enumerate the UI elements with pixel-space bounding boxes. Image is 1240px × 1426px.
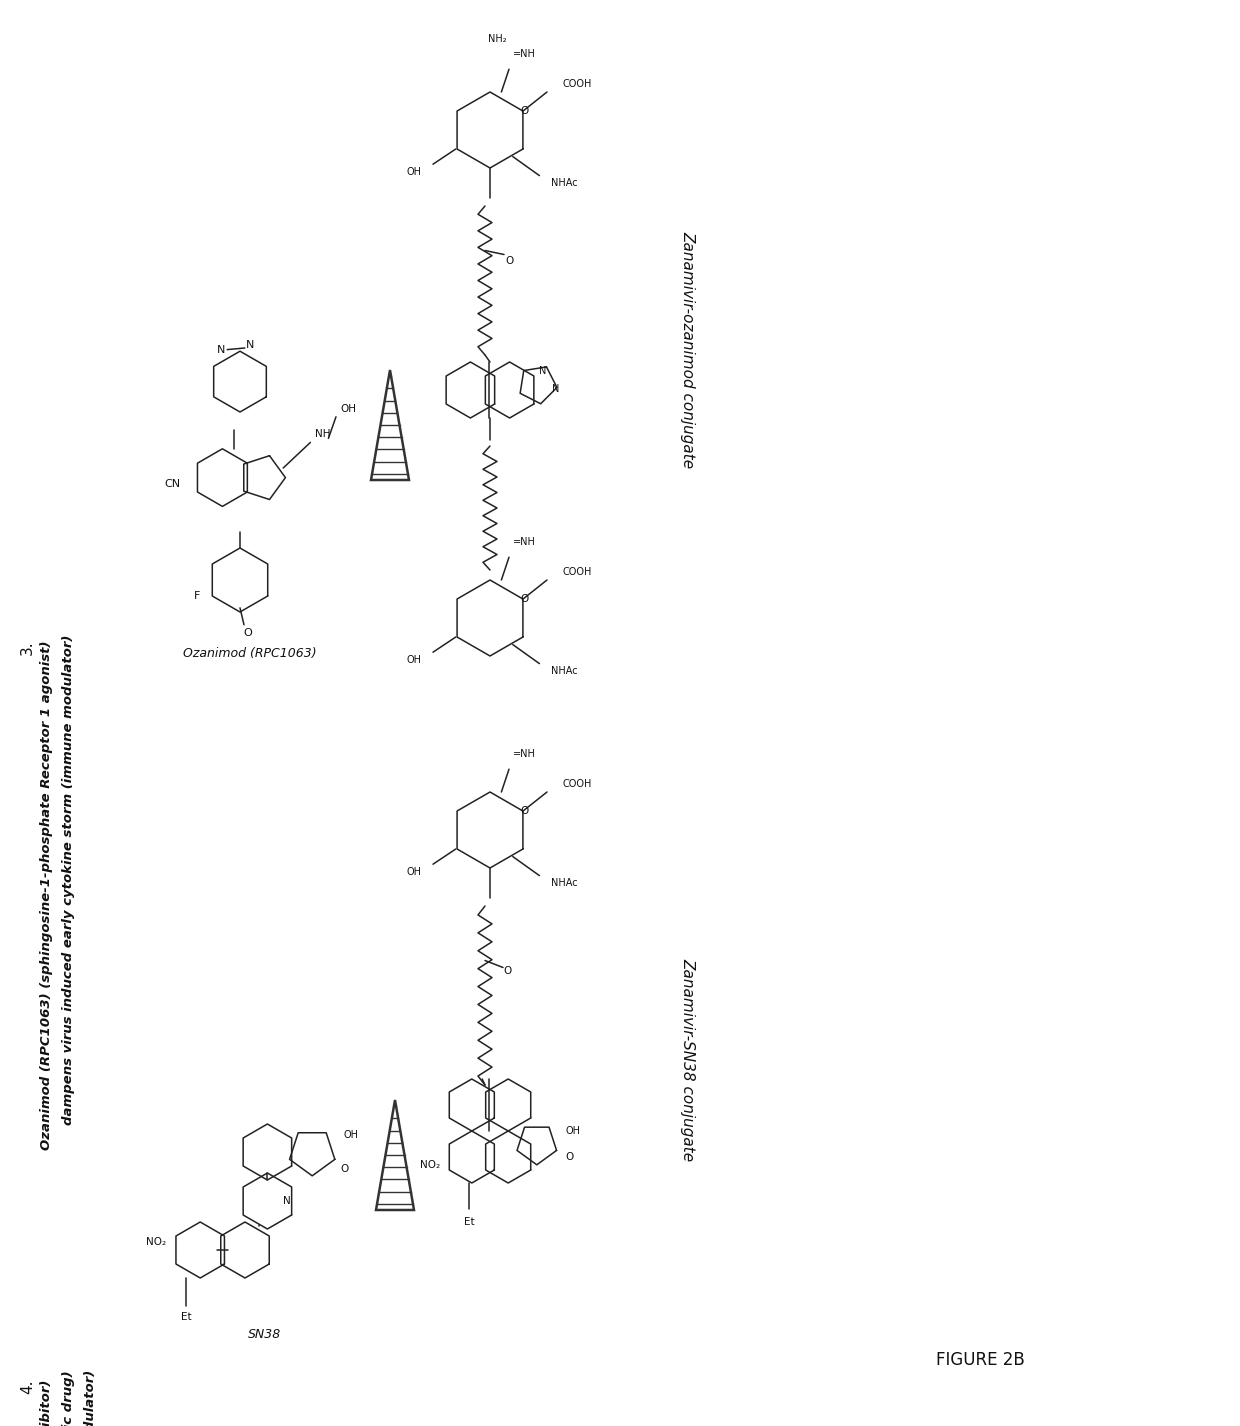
Text: NO₂: NO₂ xyxy=(420,1159,440,1169)
Text: N: N xyxy=(552,385,559,395)
Text: O: O xyxy=(520,595,528,605)
Text: Ozanimod (RPC1063): Ozanimod (RPC1063) xyxy=(184,647,316,660)
Text: 3.: 3. xyxy=(20,640,35,655)
Text: O: O xyxy=(503,965,512,975)
Text: Zanamivir-ozanimod conjugate: Zanamivir-ozanimod conjugate xyxy=(680,231,694,469)
Text: NH₂: NH₂ xyxy=(489,34,507,44)
Text: 2. dampens virus induced early cytokine storm (immune modulator): 2. dampens virus induced early cytokine … xyxy=(84,1370,97,1426)
Text: O: O xyxy=(340,1164,348,1174)
Text: 1. kills virus infected cell (cytotoxic drug): 1. kills virus infected cell (cytotoxic … xyxy=(62,1370,74,1426)
Text: OH: OH xyxy=(340,404,356,414)
Text: N: N xyxy=(217,345,224,355)
Text: SN38 (topoisomerase I inhibitor): SN38 (topoisomerase I inhibitor) xyxy=(40,1380,53,1426)
Text: OH: OH xyxy=(407,167,422,177)
Text: =NH: =NH xyxy=(513,538,536,548)
Text: O: O xyxy=(243,627,253,637)
Text: COOH: COOH xyxy=(562,80,591,90)
Text: Ozanimod (RPC1063) (sphingosine-1-phosphate Receptor 1 agonist): Ozanimod (RPC1063) (sphingosine-1-phosph… xyxy=(40,640,53,1149)
Text: O: O xyxy=(520,106,528,116)
Text: NHAc: NHAc xyxy=(551,178,578,188)
Text: SN38: SN38 xyxy=(248,1328,281,1340)
Text: OH: OH xyxy=(343,1131,358,1141)
Text: Zanamivir-SN38 conjugate: Zanamivir-SN38 conjugate xyxy=(680,958,694,1162)
Text: =NH: =NH xyxy=(513,749,536,759)
Text: FIGURE 2B: FIGURE 2B xyxy=(936,1350,1024,1369)
Text: NHAc: NHAc xyxy=(551,878,578,888)
Text: Et: Et xyxy=(181,1312,191,1322)
Text: dampens virus induced early cytokine storm (immune modulator): dampens virus induced early cytokine sto… xyxy=(62,635,74,1125)
Text: N: N xyxy=(539,365,547,375)
Text: N: N xyxy=(246,339,254,349)
Text: CN: CN xyxy=(165,479,181,489)
Text: O: O xyxy=(520,806,528,816)
Text: O: O xyxy=(565,1152,574,1162)
Text: =NH: =NH xyxy=(513,48,536,58)
Text: O: O xyxy=(506,255,515,265)
Text: F: F xyxy=(193,590,200,600)
Text: 4.: 4. xyxy=(20,1380,35,1395)
Text: Et: Et xyxy=(464,1216,475,1226)
Text: OH: OH xyxy=(565,1127,580,1137)
Text: NO₂: NO₂ xyxy=(146,1236,166,1246)
Text: N: N xyxy=(283,1196,291,1206)
Text: OH: OH xyxy=(407,655,422,665)
Text: NH: NH xyxy=(315,429,331,439)
Text: OH: OH xyxy=(407,867,422,877)
Text: COOH: COOH xyxy=(562,568,591,578)
Text: NHAc: NHAc xyxy=(551,666,578,676)
Text: COOH: COOH xyxy=(562,780,591,790)
